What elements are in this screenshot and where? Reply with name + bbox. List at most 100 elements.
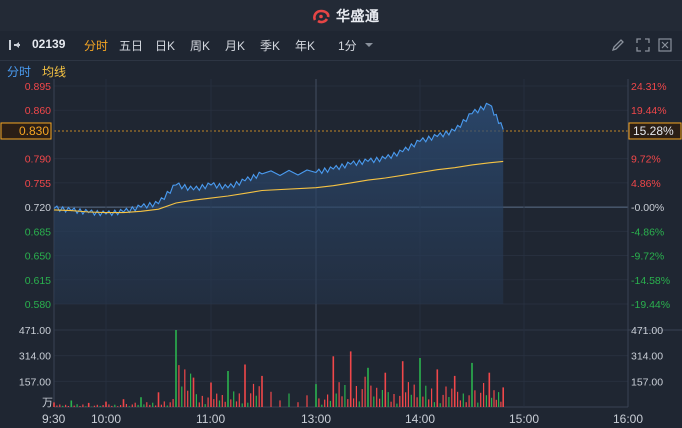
volume-axis-label-right: 157.00 [631, 376, 663, 388]
volume-bar [166, 405, 168, 407]
volume-bar [396, 403, 398, 407]
volume-bar [221, 395, 223, 407]
brand: 华盛通 [312, 6, 380, 26]
volume-bar [250, 393, 252, 407]
volume-bar [247, 402, 249, 407]
volume-bar [79, 406, 81, 407]
title-bar: 华盛通 [0, 0, 682, 32]
tab-yearly-k[interactable]: 年K [295, 39, 316, 53]
volume-bar [152, 402, 154, 407]
change-axis-label: -0.00% [631, 202, 664, 214]
volume-bar [172, 399, 174, 407]
volume-bar [169, 402, 171, 407]
volume-bar [321, 404, 323, 407]
volume-bar [465, 402, 467, 407]
legend-avg-line[interactable]: 均线 [42, 65, 67, 79]
time-axis-label: 16:00 [613, 412, 643, 426]
volume-bar [384, 372, 387, 407]
volume-bar [140, 397, 142, 407]
volume-bar [62, 405, 64, 407]
volume-bar [76, 404, 78, 407]
volume-axis-label: 471.00 [19, 325, 51, 337]
volume-bar [493, 390, 495, 407]
volume-bar [184, 369, 186, 407]
volume-bar [468, 395, 470, 407]
price-axis-label: 0.685 [25, 226, 51, 238]
volume-bar [498, 392, 500, 407]
volume-bar [175, 330, 177, 407]
volume-bar [117, 406, 119, 407]
intraday-chart[interactable]: 0.895 24.31% 0.860 19.44% 0.830 15.28% 0.790 9.… [0, 79, 682, 428]
volume-bar [187, 390, 189, 407]
tab-intraday[interactable]: 分时 [84, 39, 109, 53]
pen-icon[interactable] [611, 38, 625, 52]
volume-bar [252, 383, 255, 407]
volume-bar [488, 372, 491, 407]
volume-bar [353, 398, 355, 407]
volume-bar [379, 398, 381, 407]
volume-bar [105, 401, 107, 407]
volume-bar [227, 371, 229, 407]
legend-price-line[interactable]: 分时 [7, 65, 32, 79]
volume-bar [93, 405, 95, 407]
current-price-box [0, 122, 52, 140]
volume-bar [367, 367, 369, 407]
volume-bar [428, 399, 430, 407]
time-axis-label: 10:00 [91, 412, 121, 426]
change-axis-label: 9.72% [631, 154, 661, 166]
volume-bar [224, 401, 226, 407]
volume-bar [230, 399, 232, 407]
volume-bar [471, 362, 473, 407]
volume-bar [477, 402, 479, 407]
volume-bar [297, 402, 299, 407]
volume-bar [128, 406, 130, 407]
collapse-panel-icon[interactable] [8, 38, 22, 52]
volume-bar [111, 405, 113, 407]
volume-bar [210, 382, 212, 407]
volume-bar [413, 384, 415, 407]
volume-bar [361, 389, 363, 407]
volume-bar [483, 383, 485, 407]
interval-select[interactable]: 1分 [338, 39, 357, 53]
volume-bar [218, 400, 221, 407]
volume-bar [495, 399, 497, 407]
volume-bar [318, 398, 320, 407]
volume-bar [261, 375, 263, 407]
volume-bar [190, 373, 192, 407]
fullscreen-icon[interactable] [636, 38, 650, 52]
tab-quarterly-k[interactable]: 季K [260, 39, 281, 53]
volume-bar [85, 406, 87, 407]
volume-bar [425, 385, 427, 407]
volume-bar [160, 404, 162, 407]
volume-bar [453, 375, 456, 407]
time-axis-label: 14:00 [405, 412, 435, 426]
volume-bar [393, 394, 395, 407]
brand-logo-icon [313, 9, 330, 24]
tab-weekly-k[interactable]: 周K [190, 39, 211, 53]
volume-bar [157, 392, 160, 407]
volume-bar [73, 405, 75, 407]
volume-bar [381, 390, 383, 407]
tab-daily-k[interactable]: 日K [155, 39, 176, 53]
volume-bar [87, 402, 90, 407]
current-price-label: 0.830 [19, 124, 49, 138]
volume-bar [442, 394, 444, 407]
tab-five-day[interactable]: 五日 [119, 39, 144, 53]
price-axis-label: 0.720 [25, 202, 51, 214]
volume-bar [99, 405, 101, 407]
tab-monthly-k[interactable]: 月K [225, 39, 246, 53]
volume-bar [439, 403, 441, 407]
volume-bar [244, 364, 246, 407]
volume-bar [137, 404, 139, 407]
stock-code: 02139 [32, 37, 66, 51]
volume-bar [457, 391, 459, 407]
volume-bar [192, 377, 195, 407]
price-axis-label: 0.790 [25, 154, 51, 166]
chart-toolbar: 02139 分时 五日 日K 周K 月K 季K 年K 1分 [0, 31, 682, 61]
avg-line [53, 160, 504, 214]
settings-icon[interactable] [658, 38, 672, 52]
volume-bar [306, 395, 308, 407]
chevron-down-icon[interactable] [364, 40, 374, 50]
volume-bar [96, 404, 98, 407]
volume-bar [491, 397, 493, 407]
